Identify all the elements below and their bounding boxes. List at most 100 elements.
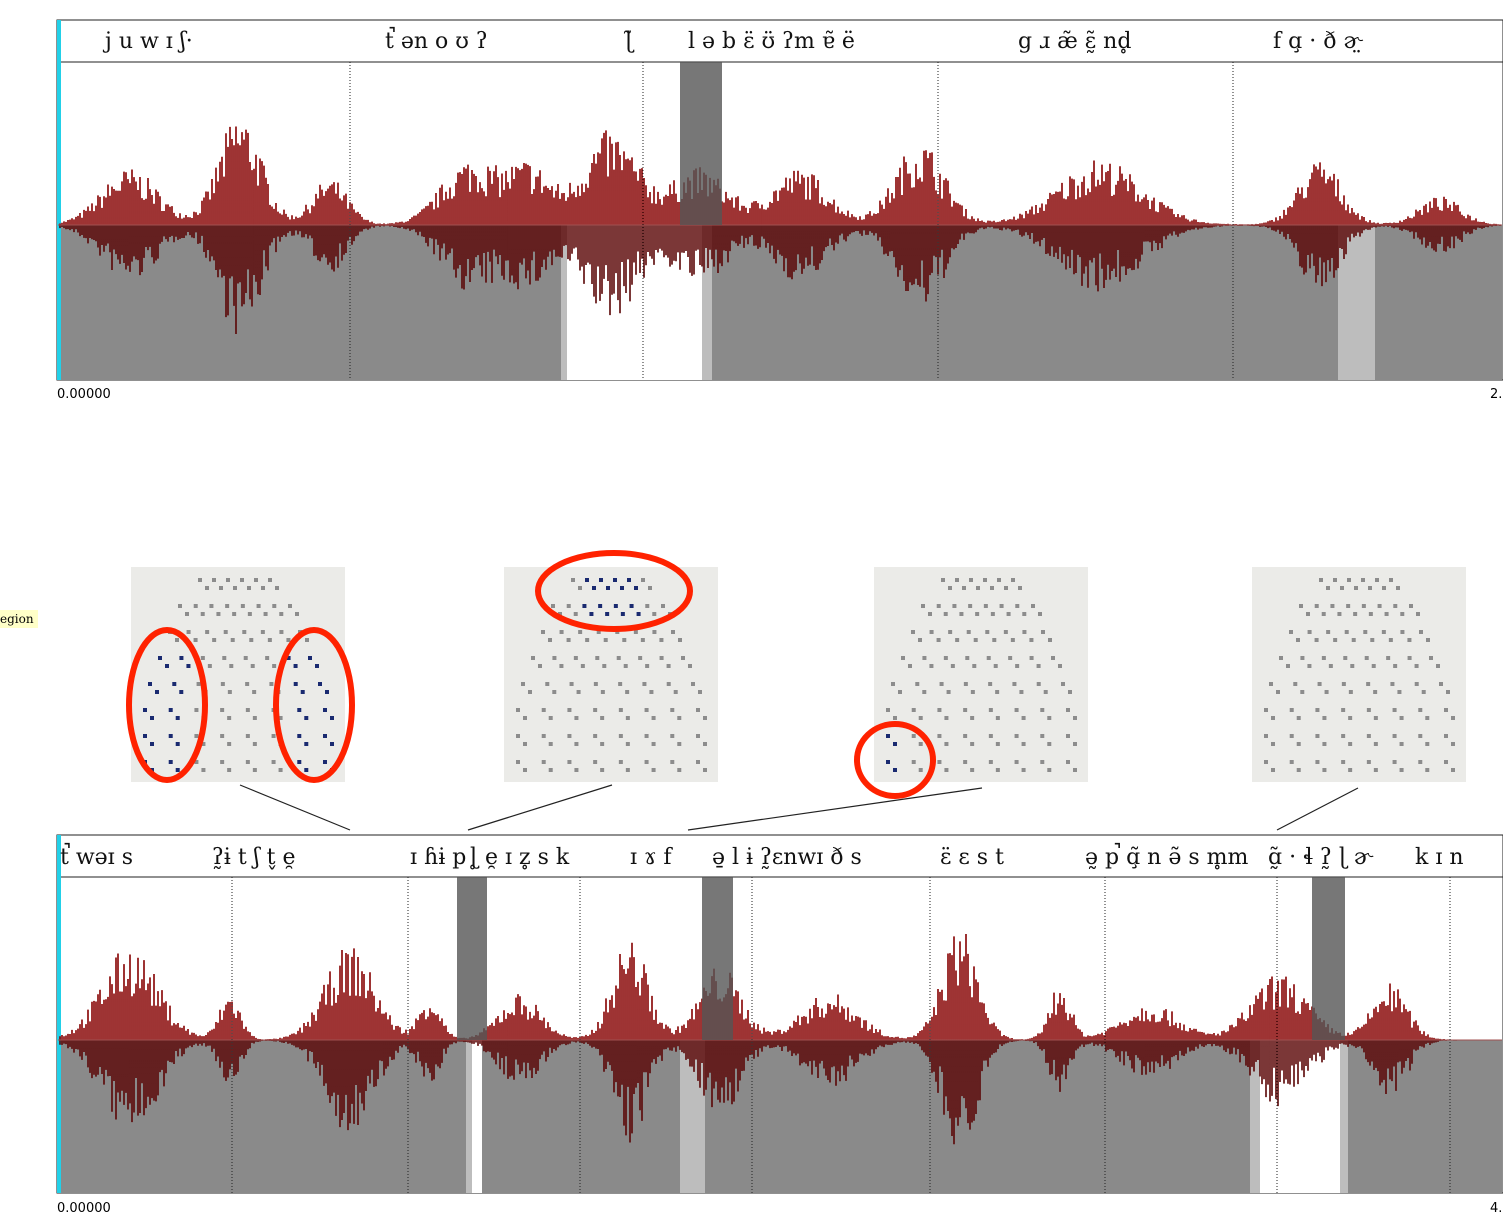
electrode	[1374, 768, 1378, 772]
electrode	[989, 734, 993, 738]
electrode	[641, 638, 645, 642]
time-end: 2.	[1490, 387, 1502, 402]
electrode	[592, 586, 596, 590]
electrode	[1345, 630, 1349, 634]
electrode	[523, 768, 527, 772]
electrode	[1307, 664, 1311, 668]
electrode	[642, 682, 646, 686]
electrode	[294, 682, 298, 686]
connector	[688, 788, 982, 830]
electrode	[638, 656, 642, 660]
electrode	[531, 656, 535, 660]
electrode	[1297, 768, 1301, 772]
electrode	[1340, 586, 1344, 590]
electrode	[1322, 656, 1326, 660]
electrode	[667, 682, 671, 686]
electrode	[1408, 656, 1412, 660]
electrode	[1293, 682, 1297, 686]
electrode	[975, 612, 979, 616]
electrode	[976, 586, 980, 590]
electrode	[330, 742, 334, 746]
electrode	[205, 586, 209, 590]
electrode	[1341, 708, 1345, 712]
electrode	[1325, 690, 1329, 694]
electrode	[1393, 604, 1397, 608]
electrode	[1037, 664, 1041, 668]
electrode	[1451, 716, 1455, 720]
electrode	[670, 760, 674, 764]
electrode	[1400, 768, 1404, 772]
electrode	[1362, 604, 1366, 608]
electrode	[937, 604, 941, 608]
electrode	[1322, 768, 1326, 772]
electrode	[1407, 638, 1411, 642]
electrode	[574, 612, 578, 616]
electrode	[1015, 760, 1019, 764]
electrode	[220, 760, 224, 764]
electrode	[254, 578, 258, 582]
electrode	[1333, 578, 1337, 582]
electrode	[1354, 586, 1358, 590]
electrode	[648, 586, 652, 590]
electrode	[272, 760, 276, 764]
electrode	[1353, 612, 1357, 616]
electrode	[619, 708, 623, 712]
electrode	[599, 578, 603, 582]
electrode	[992, 638, 996, 642]
electrode	[1390, 682, 1394, 686]
electrode	[1415, 664, 1419, 668]
electrode	[552, 656, 556, 660]
electrode	[696, 760, 700, 764]
electrode	[1030, 656, 1034, 660]
electrode	[589, 612, 593, 616]
electrode	[970, 716, 974, 720]
electrode	[261, 586, 265, 590]
electrode	[1037, 682, 1041, 686]
electrode	[1000, 604, 1004, 608]
electrode	[1436, 664, 1440, 668]
segment: t̚ ən o ʊ ʔ	[385, 27, 488, 54]
epg-diagrams	[129, 553, 1466, 830]
segment: ə̱ l ɨ ʔ̰ɛnwɪ ð s	[712, 845, 862, 870]
electrode	[618, 682, 622, 686]
electrode	[1369, 612, 1373, 616]
electrode	[165, 664, 169, 668]
electrode	[1322, 742, 1326, 746]
electrode	[1389, 578, 1393, 582]
segment: t̚ wəɪ s	[60, 843, 133, 870]
electrode	[677, 768, 681, 772]
top-panel: j u w ɪ ʃ· t̚ ən o ʊ ʔ ɭ̃ l ə b ɛ̈ ʊ̈ ʔm…	[57, 20, 1503, 402]
electrode	[1372, 664, 1376, 668]
electrode	[1318, 682, 1322, 686]
electrode	[696, 734, 700, 738]
segment: f ɑ̧ · ð ɚ̤	[1273, 29, 1363, 54]
electrode	[983, 578, 987, 582]
selection-marker	[457, 877, 487, 1040]
electrode	[253, 768, 257, 772]
electrode	[1396, 586, 1400, 590]
electrode	[574, 716, 578, 720]
electrode	[560, 630, 564, 634]
electrode	[227, 742, 231, 746]
electrode	[1349, 690, 1353, 694]
electrode	[538, 664, 542, 668]
electrode	[212, 638, 216, 642]
electrode	[593, 708, 597, 712]
electrode	[1315, 734, 1319, 738]
electrode	[922, 690, 926, 694]
electrode	[516, 734, 520, 738]
electrode	[696, 708, 700, 712]
electrode	[295, 612, 299, 616]
electrode	[186, 664, 190, 668]
electrode	[1044, 690, 1048, 694]
electrode	[1322, 612, 1326, 616]
electrode	[1348, 742, 1352, 746]
electrode	[912, 708, 916, 712]
electrode	[523, 716, 527, 720]
electrode	[908, 664, 912, 668]
electrode	[1426, 638, 1430, 642]
electrode	[1409, 604, 1413, 608]
electrode	[261, 630, 265, 634]
electrode	[1451, 742, 1455, 746]
electrode	[606, 586, 610, 590]
